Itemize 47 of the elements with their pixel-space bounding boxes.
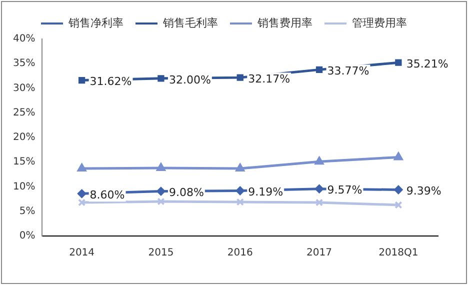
point (78, 198, 86, 206)
data-label: 31.62% (90, 75, 132, 88)
point (156, 162, 166, 172)
y-tick-label: 35% (12, 58, 36, 70)
y-tick-label: 5% (19, 206, 36, 217)
y-tick-label: 20% (12, 132, 36, 144)
data-label: 9.39% (406, 184, 442, 198)
point (236, 186, 245, 196)
y-tick-label: 0% (19, 230, 36, 242)
x-tick-label: 2017 (306, 248, 332, 259)
point (314, 184, 324, 194)
legend-label: 销售净利率 (68, 16, 124, 30)
y-tick-label: 10% (12, 181, 36, 192)
data-label: 32.00% (168, 73, 211, 86)
point (78, 76, 86, 84)
point (236, 74, 244, 81)
data-label: 9.57% (327, 184, 362, 197)
point (77, 189, 86, 198)
point (395, 59, 402, 66)
data-label: 9.19% (248, 186, 284, 199)
point (236, 198, 244, 206)
x-tick-label: 2016 (227, 248, 253, 259)
data-label: 33.77% (327, 64, 370, 78)
y-tick-label: 25% (12, 107, 36, 118)
point (235, 163, 245, 172)
point (315, 198, 324, 206)
data-label: 8.60% (90, 188, 125, 202)
point (394, 185, 403, 194)
point (157, 198, 165, 206)
point (316, 66, 323, 74)
y-tick-label: 15% (12, 156, 36, 168)
data-label: 9.08% (168, 186, 204, 200)
legend-label: 销售费用率 (256, 16, 312, 30)
legend-label: 销售毛利率 (162, 16, 218, 30)
legend-label: 管理费用率 (352, 16, 407, 30)
y-tick-label: 40% (12, 34, 36, 45)
point (394, 152, 404, 160)
x-tick-label: 2018Q1 (378, 248, 418, 259)
point (76, 163, 87, 172)
y-tick-label: 30% (12, 82, 36, 94)
point (158, 75, 164, 82)
data-label: 32.17% (248, 72, 290, 86)
data-label: 35.21% (406, 57, 448, 70)
point (156, 186, 166, 196)
point (314, 156, 324, 165)
x-tick-label: 2014 (69, 248, 95, 259)
x-tick-label: 2015 (148, 248, 174, 259)
